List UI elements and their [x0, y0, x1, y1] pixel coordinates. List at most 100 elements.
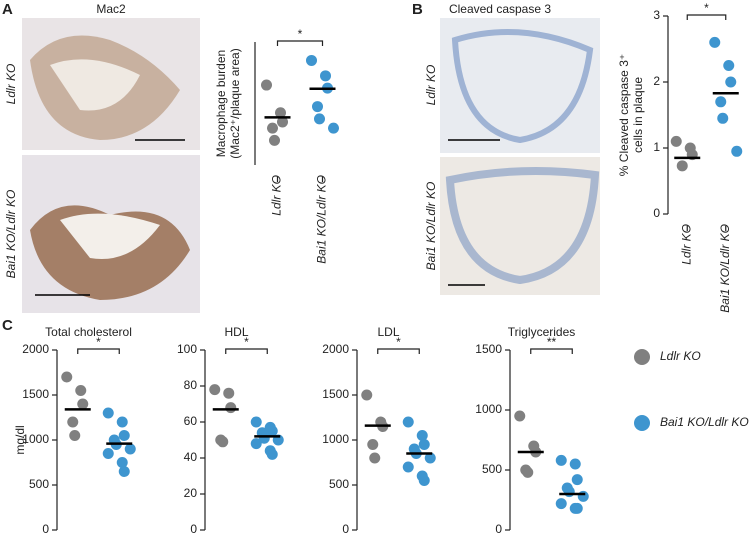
image-label: Bai1 KO/Ldlr KO [424, 182, 438, 271]
x-tick-label: Bai1 KO/Ldlr KO [315, 175, 329, 264]
y-tick-label: 1500 [322, 387, 349, 401]
data-point [102, 407, 114, 419]
data-point [715, 96, 727, 108]
y-tick-label: 20 [184, 486, 198, 500]
data-point [328, 122, 339, 134]
y-tick-label: 2000 [22, 342, 49, 356]
data-point [571, 474, 583, 486]
y-tick-label: 1 [653, 140, 660, 154]
significance: * [704, 1, 709, 15]
y-tick-label: 0 [653, 206, 660, 220]
significance-bracket [377, 348, 420, 354]
panel-letter: C [2, 317, 13, 334]
significance-bracket [530, 348, 573, 354]
image-label: Ldlr KO [424, 65, 438, 106]
data-point [416, 430, 428, 441]
significance-bracket [276, 40, 324, 46]
y-tick-label: 2000 [322, 342, 349, 356]
data-point [225, 402, 237, 414]
lumen [50, 59, 140, 111]
data-point [266, 448, 278, 460]
y-tick-label: 500 [329, 477, 349, 491]
y-axis-label: % Cleaved caspase 3⁺ [617, 54, 631, 176]
y-tick-label: 0 [42, 522, 49, 536]
y-tick-label: 500 [29, 477, 49, 491]
significance: * [396, 335, 401, 349]
legend-label: Bai1 KO/Ldlr KO [660, 415, 749, 429]
data-point [102, 448, 114, 459]
significance: ** [547, 335, 557, 349]
data-point [118, 430, 130, 441]
chart-title: Triglycerides [508, 325, 576, 339]
y-tick-label: 1500 [475, 342, 502, 356]
data-point [418, 439, 430, 450]
significance-bracket [686, 14, 727, 20]
y-tick-label: 0 [190, 522, 197, 536]
data-point [320, 70, 331, 82]
legend-swatch [634, 415, 650, 431]
y-tick-label: 1000 [22, 432, 49, 446]
data-point [306, 54, 317, 66]
data-point [312, 101, 323, 113]
data-point [670, 135, 682, 147]
significance-bracket [225, 348, 268, 354]
data-point [116, 416, 128, 428]
image-label: Ldlr KO [4, 64, 18, 105]
data-point [250, 438, 262, 450]
data-point [522, 466, 534, 478]
data-point [514, 410, 526, 422]
data-point [124, 443, 136, 455]
image-label: Bai1 KO/Ldlr KO [4, 190, 18, 279]
data-point [250, 416, 262, 428]
y-tick-label: 1000 [475, 402, 502, 416]
data-point [563, 486, 575, 498]
data-point [261, 79, 272, 91]
data-point [731, 145, 743, 157]
x-tick-label: Ldlr KO [270, 175, 284, 216]
data-point [223, 387, 235, 399]
significance: * [244, 335, 249, 349]
data-point [676, 160, 688, 172]
data-point [69, 430, 81, 441]
chart-title: Total cholesterol [45, 325, 132, 339]
x-tick-label: Ldlr KO [679, 224, 693, 265]
y-axis-label: mg/dl [13, 425, 27, 454]
legend-label: Ldlr KO [660, 349, 701, 363]
data-point [118, 466, 130, 477]
significance: * [96, 335, 101, 349]
significance: * [298, 27, 303, 41]
y-tick-label: 40 [184, 450, 198, 464]
data-point [709, 36, 721, 48]
data-point [555, 498, 567, 510]
lumen [60, 213, 160, 260]
data-point [402, 416, 414, 428]
image-title: Mac2 [96, 2, 126, 16]
data-point [418, 475, 430, 486]
data-point [267, 122, 278, 134]
data-point [424, 452, 436, 464]
data-point [571, 502, 583, 514]
micrographs [22, 18, 600, 313]
data-point [367, 439, 379, 450]
vessel [445, 167, 600, 285]
data-point [314, 113, 325, 125]
data-point [717, 112, 729, 124]
vessel [451, 29, 594, 144]
chart-title: LDL [377, 325, 399, 339]
data-point [266, 425, 278, 437]
data-point [77, 398, 89, 410]
data-point [723, 60, 735, 71]
image-title: Cleaved caspase 3 [449, 2, 551, 16]
y-tick-label: 100 [177, 342, 197, 356]
data-point [269, 134, 280, 146]
data-point [67, 416, 79, 428]
y-tick-label: 1500 [22, 387, 49, 401]
data-point [277, 116, 288, 128]
data-point [725, 76, 737, 88]
y-axis-label: cells in plaque [631, 77, 645, 153]
x-tick-label: Bai1 KO/Ldlr KO [718, 224, 732, 313]
data-point [217, 436, 229, 448]
y-tick-label: 500 [482, 462, 502, 476]
data-point [61, 371, 73, 383]
